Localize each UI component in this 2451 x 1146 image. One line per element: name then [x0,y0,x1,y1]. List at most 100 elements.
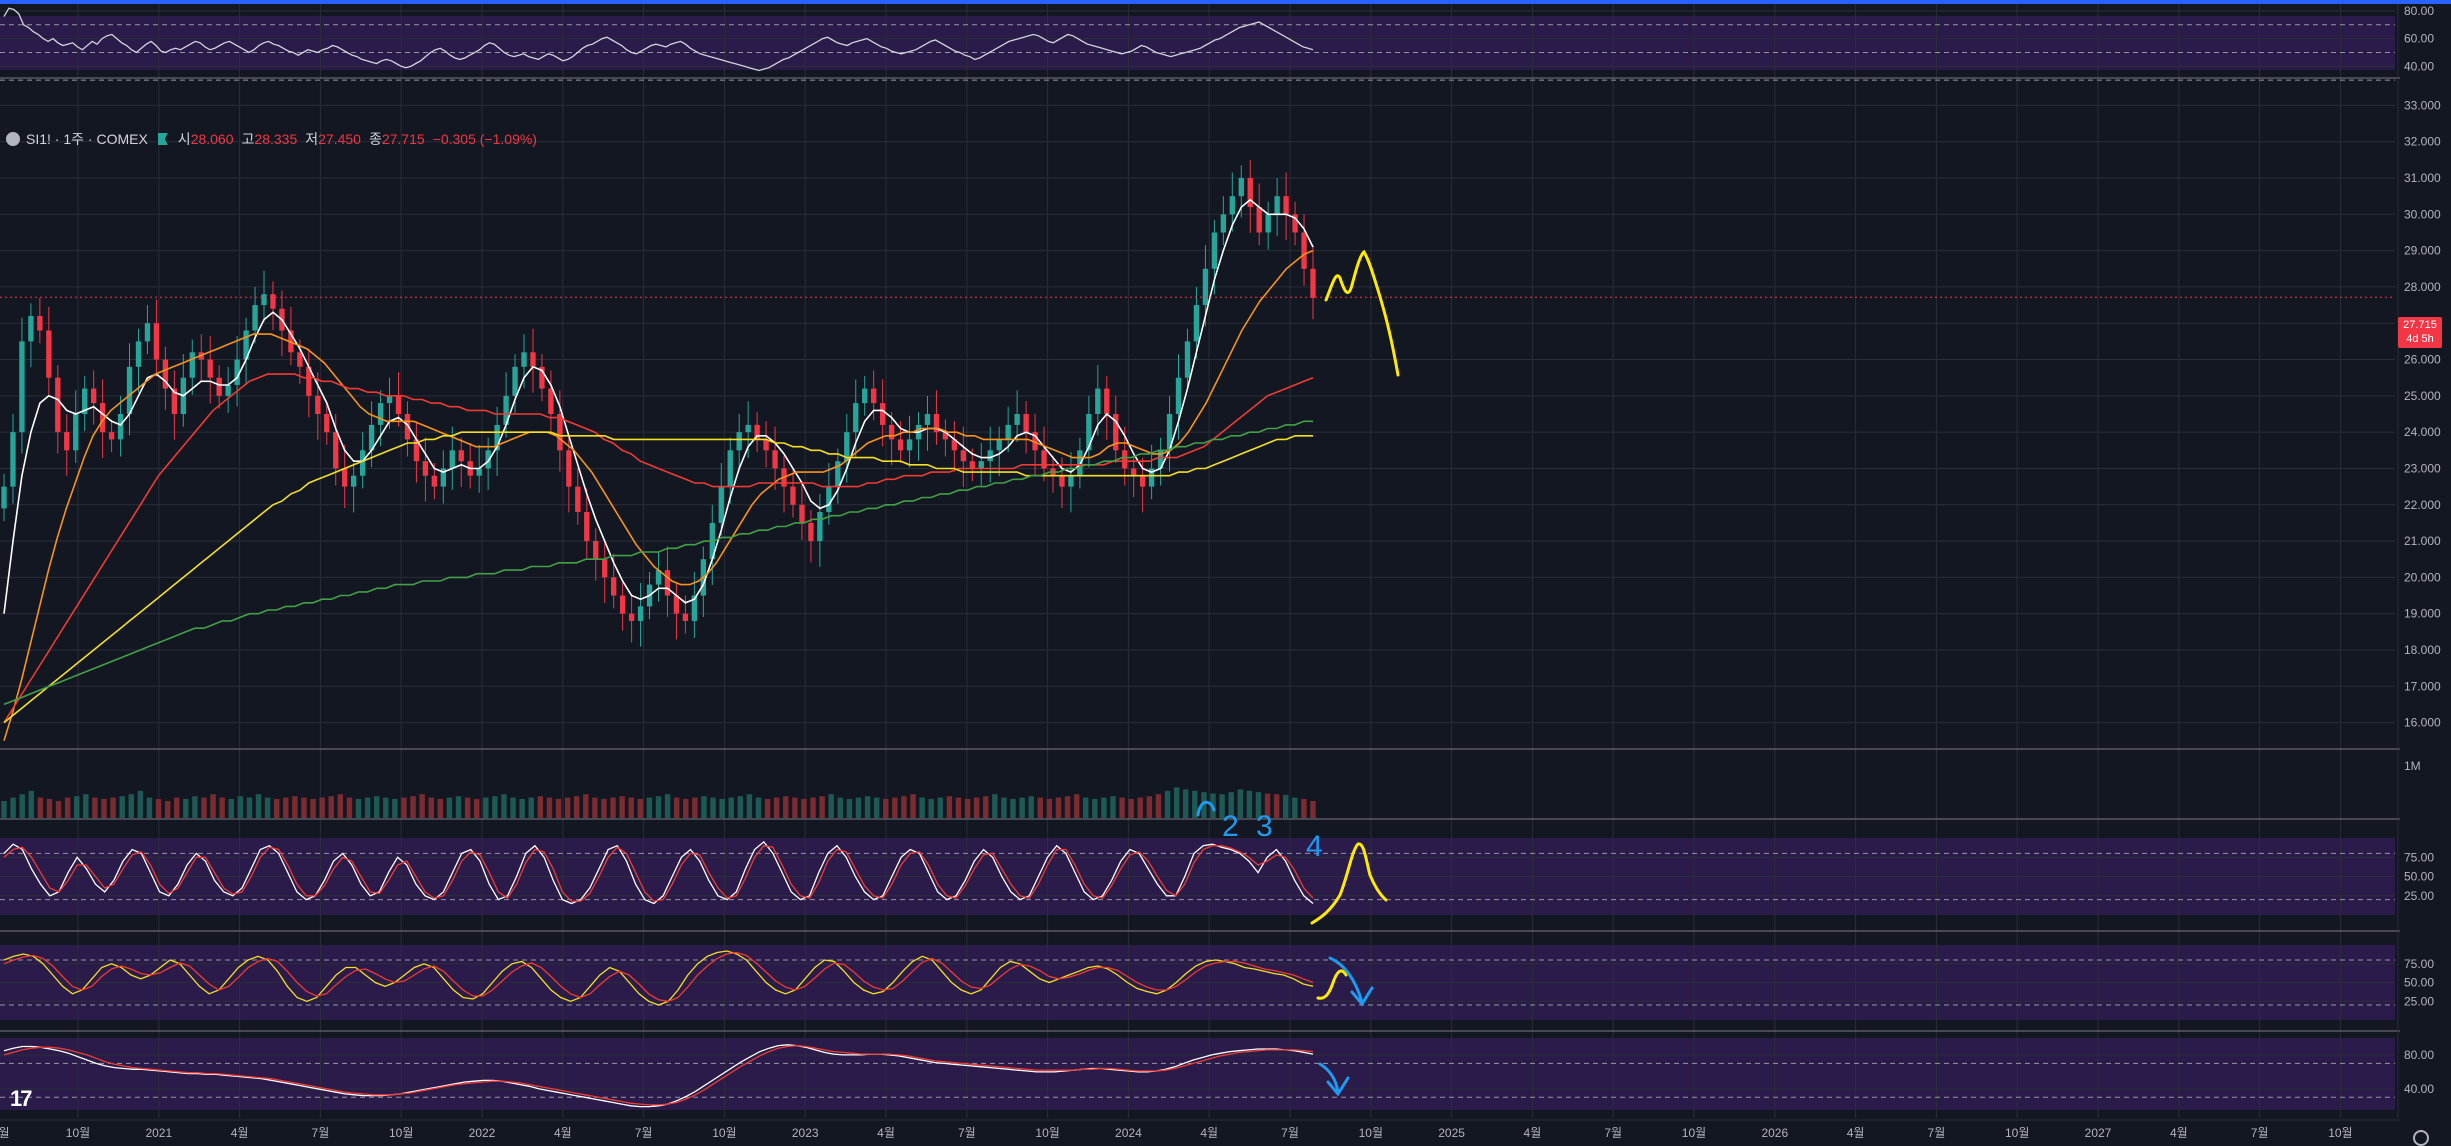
legend-symbol[interactable]: SI1! · 1주 · COMEX [26,131,148,147]
time-tick-label: 2021 [145,1126,172,1140]
candle-body [682,613,689,621]
candle-body [951,439,958,451]
time-tick-label: 2022 [469,1126,496,1140]
volume-bar [719,798,725,818]
candle-body [1301,232,1307,269]
volume-bar [1173,787,1180,818]
time-tick-label: 7월 [635,1126,653,1140]
candle-body [252,305,258,331]
candle-body [10,432,16,487]
candle-body [386,395,393,404]
candle-body [745,424,751,433]
settings-icon[interactable] [2413,1130,2429,1146]
volume-bar [610,797,616,818]
candle-body [1157,450,1164,469]
candle-body [315,395,321,414]
time-tick-label: 2027 [2085,1126,2112,1140]
symbol-legend[interactable]: SI1! · 1주 · COMEX 시 28.060 고 28.335 저 27… [6,128,545,150]
candle-body [1131,468,1137,476]
candle-body [1113,414,1119,451]
volume-bar [401,797,407,818]
volume-bar [1292,797,1298,818]
candle-body [978,461,984,469]
volume-bar [119,796,125,818]
candle-body [126,366,133,414]
candle-body [1104,388,1110,414]
volume-bar [710,797,716,818]
candle-body [82,388,88,414]
volume-bar [810,797,816,818]
candle-body [1229,196,1235,215]
candle-body [1077,450,1083,476]
volume-bar [201,797,207,818]
oscillator-line [3,840,1314,905]
volume-bar [83,794,89,818]
candle-body [440,468,446,487]
price-tick-label: 16.000 [2404,716,2441,730]
candle-body [1310,268,1316,298]
candle-body [153,323,160,360]
volume-bar [392,798,398,818]
volume-bar [19,794,25,818]
candle-body [225,384,231,396]
candle-body [942,432,949,440]
time-tick-label: 4월 [877,1126,895,1140]
tradingview-logo[interactable]: 17 [10,1086,33,1111]
volume-bar [1301,798,1307,818]
volume-bar [37,797,44,818]
candle-body [772,450,778,469]
volume-bar [1119,797,1125,818]
time-tick-label: 10월 [1035,1126,1059,1140]
volume-bar [292,796,298,818]
volume-bar [873,797,880,818]
candle-body [817,512,823,542]
volume-bar [46,798,53,818]
candle-body [557,414,563,451]
candle-body [1292,214,1298,233]
volume-bar [328,796,334,818]
candle-body [99,403,106,433]
volume-bar [564,797,571,818]
candle-body [108,432,115,440]
candle-body [1086,414,1092,451]
candle-body [1095,388,1101,414]
candle-body [1211,232,1218,269]
volume-bar [1228,792,1234,818]
candle-body [888,424,895,440]
candle-body [933,414,940,433]
drawing-wave-label: 3 [1256,810,1273,843]
candle-body [790,486,796,505]
volume-bar [1246,790,1253,818]
volume-bar [864,796,871,818]
top-accent-line [0,0,2451,4]
candle-body [844,432,850,462]
candle-body [871,388,877,404]
price-tick-label: 18.000 [2404,643,2441,657]
volume-bar [319,797,325,818]
candle-body [673,595,680,614]
time-tick-label: 7월 [1604,1126,1622,1140]
candle-body [628,613,635,621]
price-tick-label: 28.000 [2404,280,2441,294]
legend-close: 27.715 [381,131,425,147]
volume-bar [1101,797,1107,818]
price-tick-label: 17.000 [2404,679,2441,693]
price-tick-label: 24.000 [2404,425,2441,439]
volume-bar [1055,797,1062,818]
volume-bar [973,797,980,818]
volume-bar [455,796,462,818]
drawing-stoch-bracket [1196,800,1216,817]
volume-bar [1083,797,1089,818]
volume-bar [983,796,989,818]
volume-bar [1164,790,1171,818]
price-tick-label: 22.000 [2404,498,2441,512]
price-tick-label: 80.00 [2404,4,2434,18]
volume-bar [1201,792,1207,818]
time-tick-label: 7월 [2251,1126,2269,1140]
candle-body [1148,468,1155,487]
candle-body [503,395,509,425]
flag-icon[interactable] [157,133,168,145]
volume-bar [1,801,7,818]
candle-body [46,330,52,378]
